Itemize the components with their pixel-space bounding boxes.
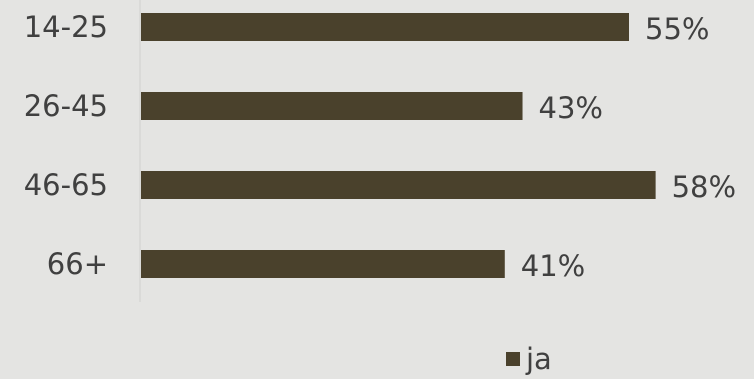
value-label-66+: 41%	[521, 249, 585, 283]
category-labels: 14-25 26-45 46-65 66+	[24, 10, 108, 281]
value-labels: 55% 43% 58% 41%	[521, 12, 736, 283]
value-label-46-65: 58%	[672, 170, 736, 204]
bar-26-45	[141, 92, 523, 120]
category-label-26-45: 26-45	[24, 89, 108, 123]
category-label-46-65: 46-65	[24, 168, 108, 202]
legend: ja	[506, 342, 552, 376]
bar-46-65	[141, 171, 656, 199]
category-label-66+: 66+	[47, 247, 108, 281]
legend-label-ja: ja	[525, 342, 552, 376]
category-label-14-25: 14-25	[24, 10, 108, 44]
bars-layer	[141, 13, 656, 278]
bar-14-25	[141, 13, 629, 41]
bar-66+	[141, 250, 505, 278]
value-label-26-45: 43%	[539, 91, 603, 125]
value-label-14-25: 55%	[645, 12, 709, 46]
legend-swatch-ja	[506, 352, 520, 366]
